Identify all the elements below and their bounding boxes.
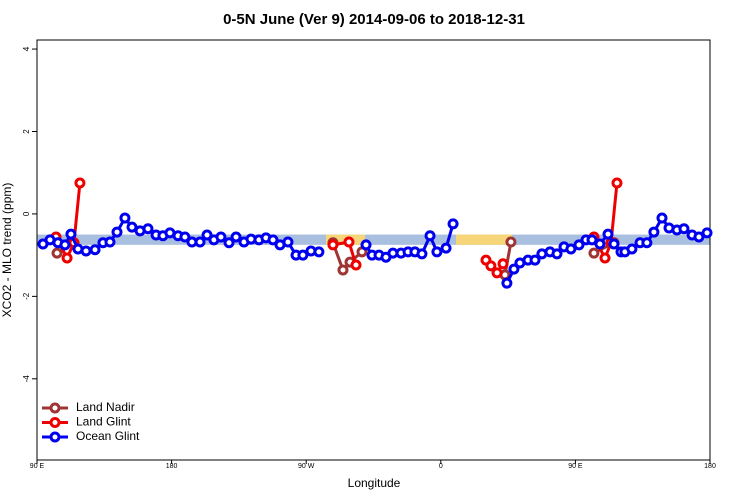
data-point — [267, 234, 279, 246]
data-point — [424, 230, 436, 242]
data-point — [230, 231, 242, 243]
data-point — [416, 248, 428, 260]
x-tick-label: 180 — [166, 463, 178, 470]
data-point — [111, 226, 123, 238]
data-point — [529, 254, 541, 266]
series-line — [503, 241, 513, 276]
data-point — [626, 243, 638, 255]
data-point — [611, 177, 623, 189]
y-tick-label: 2 — [22, 129, 31, 134]
data-point — [505, 236, 517, 248]
data-point — [508, 263, 520, 275]
data-point — [701, 227, 713, 239]
x-tick-label: 90 E — [30, 463, 45, 470]
y-axis-label: XCO2 - MLO trend (ppm) — [0, 183, 14, 318]
data-point — [573, 239, 585, 251]
data-point — [142, 223, 154, 235]
data-point — [551, 248, 563, 260]
data-point — [119, 212, 131, 224]
data-point — [215, 231, 227, 243]
data-point — [89, 244, 101, 256]
data-point — [360, 239, 372, 251]
y-tick-label: 4 — [22, 46, 31, 51]
legend-marker — [49, 417, 61, 428]
data-point — [194, 236, 206, 248]
legend-marker — [49, 402, 61, 414]
data-point — [648, 226, 660, 238]
y-tick-label: -2 — [22, 292, 31, 300]
data-point — [74, 177, 86, 189]
data-point — [61, 252, 73, 264]
data-point — [491, 267, 503, 279]
data-point — [485, 260, 497, 272]
legend-marker — [49, 431, 61, 443]
data-point — [641, 237, 653, 249]
data-point — [201, 229, 213, 241]
x-tick-label: 90 E — [568, 463, 583, 470]
y-tick-label: 0 — [22, 211, 31, 216]
data-point — [693, 231, 705, 243]
data-point — [431, 246, 443, 258]
data-point — [282, 236, 294, 248]
legend-label: Land Nadir — [76, 400, 135, 414]
data-point — [80, 245, 92, 257]
data-point — [126, 221, 138, 233]
data-point — [343, 236, 355, 248]
data-point — [51, 247, 63, 259]
data-point — [313, 246, 325, 258]
x-axis-label: Longitude — [348, 476, 401, 490]
data-point — [59, 239, 71, 251]
plot-frame — [36, 39, 711, 461]
legend-label: Land Glint — [76, 415, 131, 429]
data-point — [350, 259, 362, 271]
data-point — [440, 242, 452, 254]
data-point — [608, 238, 620, 250]
data-point — [337, 264, 349, 276]
data-point — [602, 228, 614, 240]
data-point — [599, 252, 611, 264]
region-band — [456, 234, 512, 245]
data-point — [179, 231, 191, 243]
data-point — [678, 223, 690, 235]
data-point — [327, 239, 339, 251]
x-tick-label: 90 W — [298, 463, 315, 470]
chart-title: 0-5N June (Ver 9) 2014-09-06 to 2018-12-… — [223, 11, 525, 28]
y-tick-label: -4 — [22, 375, 31, 383]
x-tick-label: 0 — [439, 463, 443, 470]
data-point — [297, 249, 309, 261]
data-point — [588, 247, 600, 259]
data-point — [594, 238, 606, 250]
data-point — [104, 236, 116, 248]
data-point — [447, 218, 459, 230]
data-point — [65, 228, 77, 240]
region-band — [37, 234, 710, 245]
data-point — [497, 258, 509, 270]
x-tick-label: 180 — [704, 463, 716, 470]
data-point — [586, 234, 598, 246]
data-point — [656, 212, 668, 224]
data-point — [223, 237, 235, 249]
legend-label: Ocean Glint — [76, 429, 140, 443]
data-point — [565, 243, 577, 255]
data-point — [501, 277, 513, 289]
